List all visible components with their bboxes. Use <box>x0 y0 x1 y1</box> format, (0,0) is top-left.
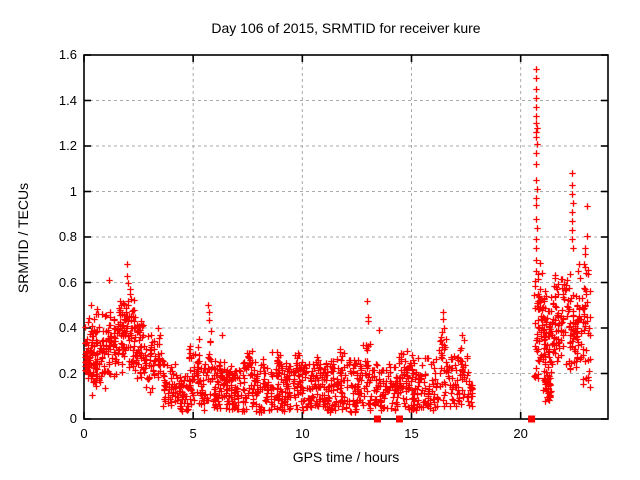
x-tick-label: 15 <box>404 426 419 441</box>
y-tick-label: 0.2 <box>58 365 77 381</box>
scatter-points <box>82 66 594 423</box>
y-tick-label: 1.6 <box>58 47 77 62</box>
x-axis-label: GPS time / hours <box>292 449 400 465</box>
y-tick-label: 1.4 <box>58 92 77 108</box>
x-tick-label: 10 <box>295 426 310 441</box>
y-tick-label: 1.2 <box>58 138 77 153</box>
y-tick-label: 0.6 <box>58 274 77 290</box>
x-tick-label: 0 <box>80 426 88 441</box>
y-tick-label: 0 <box>69 411 77 426</box>
y-tick-label: 1 <box>69 183 77 199</box>
grid-lines <box>84 55 608 419</box>
x-tick-label: 5 <box>189 426 197 441</box>
y-tick-label: 0.8 <box>58 229 77 244</box>
y-tick-label: 0.4 <box>58 320 77 335</box>
chart-title: Day 106 of 2015, SRMTID for receiver kur… <box>211 20 481 36</box>
axes-border <box>83 54 609 420</box>
x-tick-label: 20 <box>513 426 528 441</box>
